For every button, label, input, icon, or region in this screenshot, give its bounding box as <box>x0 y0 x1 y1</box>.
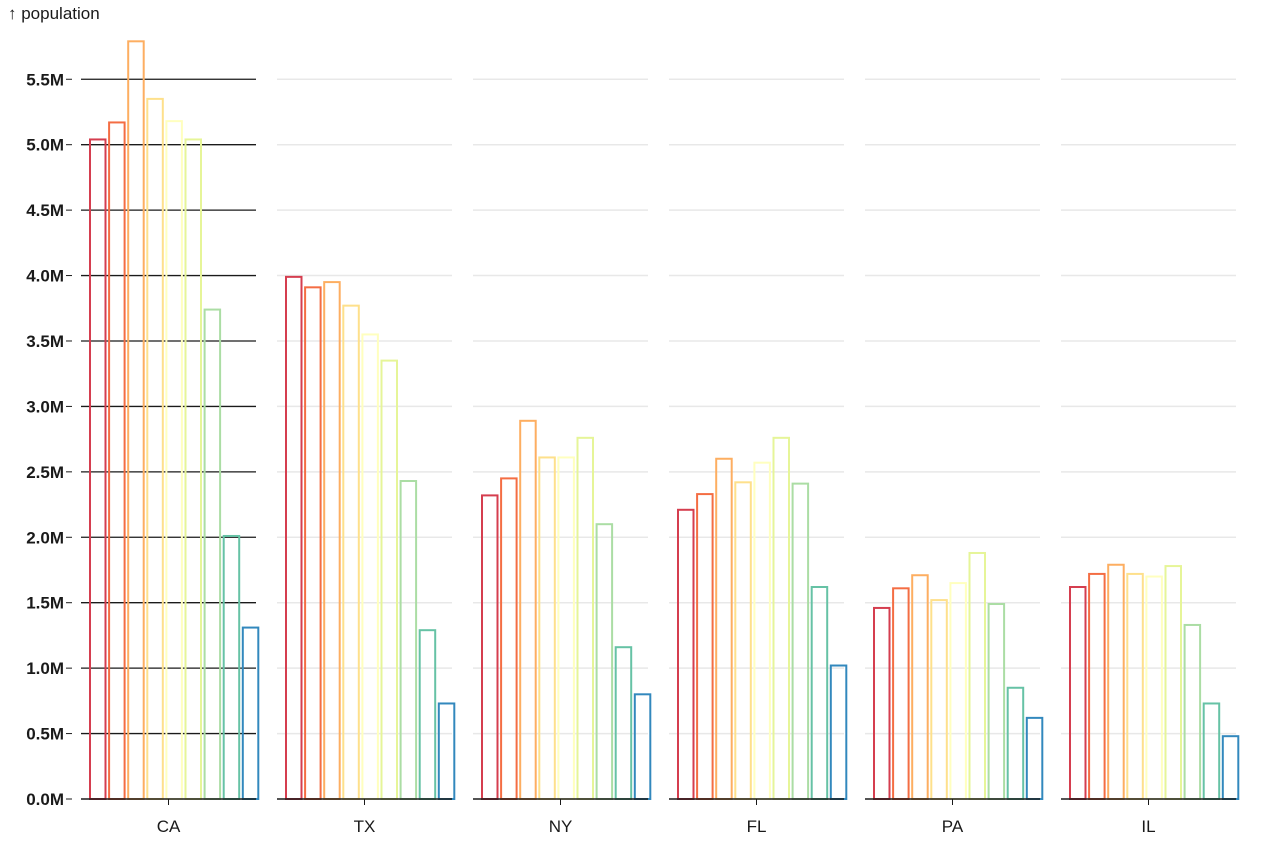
bar-IL-2 <box>1088 572 1106 800</box>
bar-TX-9 <box>437 702 456 801</box>
bar-PA-3 <box>911 574 929 801</box>
x-tick-label-ca: CA <box>157 817 181 836</box>
bar-NY-4 <box>538 456 556 800</box>
bar-IL-6 <box>1164 565 1182 800</box>
bar-TX-7 <box>399 480 418 800</box>
bar-FL-9 <box>829 664 848 800</box>
bar-CA-6 <box>184 138 202 800</box>
bars <box>89 40 1240 801</box>
bar-IL-5 <box>1145 575 1163 800</box>
bar-NY-9 <box>633 693 652 801</box>
bar-TX-5 <box>361 333 379 800</box>
bar-CA-3 <box>127 40 145 801</box>
x-tick-label-pa: PA <box>942 817 964 836</box>
y-tick-label: 2.5M <box>26 463 64 482</box>
bar-PA-4 <box>930 599 948 800</box>
bar-IL-9 <box>1221 735 1240 801</box>
y-tick-label: 4.0M <box>26 267 64 286</box>
y-tick-label: 0.0M <box>26 790 64 809</box>
bar-NY-6 <box>576 436 594 800</box>
bar-IL-7 <box>1183 623 1202 800</box>
bar-PA-2 <box>892 587 910 800</box>
bar-PA-9 <box>1025 716 1044 801</box>
bar-FL-1 <box>677 508 695 800</box>
bar-FL-8 <box>810 586 829 800</box>
y-tick-label: 3.0M <box>26 397 64 416</box>
bar-IL-4 <box>1126 572 1144 800</box>
bar-PA-1 <box>873 606 891 801</box>
bar-TX-2 <box>304 286 322 800</box>
bar-IL-3 <box>1107 563 1125 800</box>
bar-PA-7 <box>987 603 1006 800</box>
x-tick-label-tx: TX <box>354 817 376 836</box>
bar-CA-9 <box>241 626 260 800</box>
y-tick-label: 3.5M <box>26 332 64 351</box>
bar-CA-7 <box>203 308 222 800</box>
bar-TX-4 <box>342 304 360 800</box>
bar-CA-8 <box>222 534 241 800</box>
bar-FL-7 <box>791 482 810 800</box>
x-tick-label-fl: FL <box>747 817 767 836</box>
bar-CA-2 <box>108 121 126 800</box>
bar-NY-7 <box>595 523 614 800</box>
bar-PA-6 <box>968 551 986 800</box>
bar-NY-1 <box>481 494 499 800</box>
bar-PA-5 <box>949 582 967 800</box>
bar-FL-3 <box>715 457 733 800</box>
y-tick-label: 4.5M <box>26 201 64 220</box>
y-tick-label: 1.5M <box>26 594 64 613</box>
x-axis: CA TX NY FL PA IL <box>81 798 1236 836</box>
bar-TX-8 <box>418 629 437 800</box>
bar-FL-5 <box>753 461 771 800</box>
bar-CA-5 <box>165 120 183 801</box>
bar-NY-2 <box>500 477 518 800</box>
bar-CA-4 <box>146 97 164 800</box>
bar-NY-5 <box>557 456 575 800</box>
bar-FL-4 <box>734 481 752 800</box>
y-tick-label: 5.0M <box>26 136 64 155</box>
y-tick-label: 1.0M <box>26 659 64 678</box>
bar-TX-3 <box>323 281 341 800</box>
bar-NY-3 <box>519 419 537 800</box>
gridlines <box>81 78 1236 735</box>
bar-FL-6 <box>772 436 790 800</box>
y-tick-label: 2.0M <box>26 528 64 547</box>
x-tick-label-il: IL <box>1141 817 1155 836</box>
bar-IL-8 <box>1202 702 1221 801</box>
y-axis: 0.0M 0.5M 1.0M 1.5M 2.0M 2.5M 3.0M 3.5M 4.0M 4.5M… <box>26 70 72 809</box>
bar-NY-8 <box>614 646 633 801</box>
bar-FL-2 <box>696 493 714 800</box>
bar-IL-1 <box>1069 586 1087 800</box>
y-tick-label: 0.5M <box>26 725 64 744</box>
x-tick-label-ny: NY <box>549 817 573 836</box>
bar-PA-8 <box>1006 686 1025 800</box>
y-tick-label: 5.5M <box>26 70 64 89</box>
y-axis-title: ↑ population <box>8 4 100 23</box>
bar-CA-1 <box>89 138 107 800</box>
